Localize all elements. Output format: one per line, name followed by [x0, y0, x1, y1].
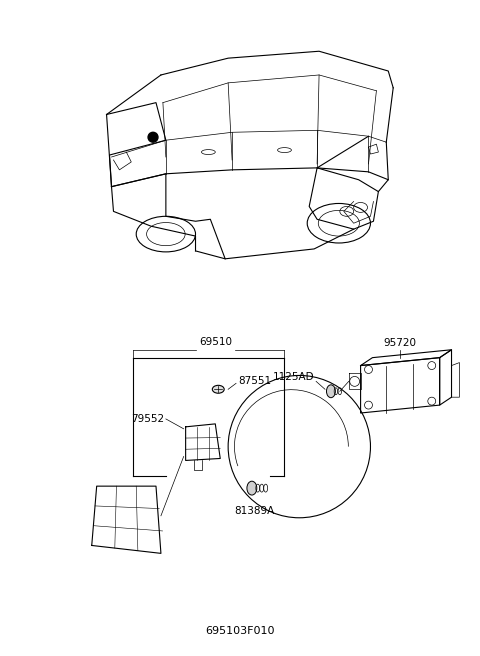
Text: 81389A: 81389A [235, 506, 275, 516]
Ellipse shape [326, 385, 336, 398]
Text: 95720: 95720 [384, 338, 417, 348]
Text: 87551: 87551 [238, 377, 271, 386]
Text: 79552: 79552 [131, 414, 164, 424]
Text: 695103F010: 695103F010 [205, 626, 275, 636]
Ellipse shape [247, 482, 257, 495]
Text: 69510: 69510 [199, 337, 232, 347]
Circle shape [148, 133, 158, 142]
Text: 1125AD: 1125AD [273, 373, 314, 382]
Ellipse shape [212, 385, 224, 393]
